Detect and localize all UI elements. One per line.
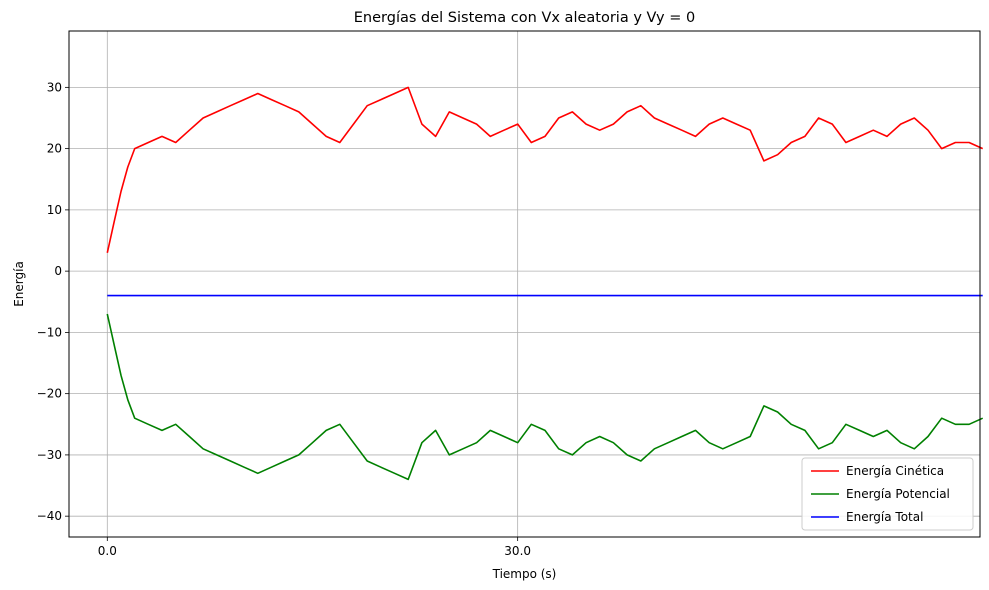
legend-box <box>801 457 974 531</box>
x-tick-label: 30.0 <box>504 544 531 558</box>
legend-label-kinetic: Energía Cinética <box>846 464 944 478</box>
ticks: −40 −30 −20 −10 0 10 20 30 0.0 30.0 <box>37 80 531 558</box>
y-tick-label: 30 <box>47 80 62 94</box>
y-tick-label: −40 <box>37 509 62 523</box>
series-line-potential <box>106 313 984 481</box>
y-tick-label: −30 <box>37 448 62 462</box>
legend-label-total: Energía Total <box>846 510 923 524</box>
legend-label-potential: Energía Potencial <box>846 487 950 501</box>
y-tick-label: 0 <box>54 264 62 278</box>
x-tick-label: 0.0 <box>98 544 117 558</box>
plot-frame <box>68 30 981 538</box>
y-tick-label: 20 <box>47 142 62 156</box>
series-line-kinetic <box>106 86 984 253</box>
y-tick-label: 10 <box>47 203 62 217</box>
y-axis-label: Energía <box>12 261 26 307</box>
legend: Energía Cinética Energía Potencial Energ… <box>801 457 974 531</box>
y-tick-label: −10 <box>37 325 62 339</box>
series-layer <box>106 86 984 481</box>
y-tick-label: −20 <box>37 387 62 401</box>
grid <box>69 31 980 537</box>
x-axis-label: Tiempo (s) <box>492 567 557 581</box>
chart-title: Energías del Sistema con Vx aleatoria y … <box>354 10 695 26</box>
